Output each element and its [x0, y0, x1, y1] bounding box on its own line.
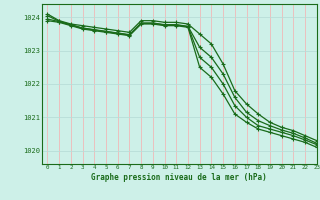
X-axis label: Graphe pression niveau de la mer (hPa): Graphe pression niveau de la mer (hPa) [91, 173, 267, 182]
